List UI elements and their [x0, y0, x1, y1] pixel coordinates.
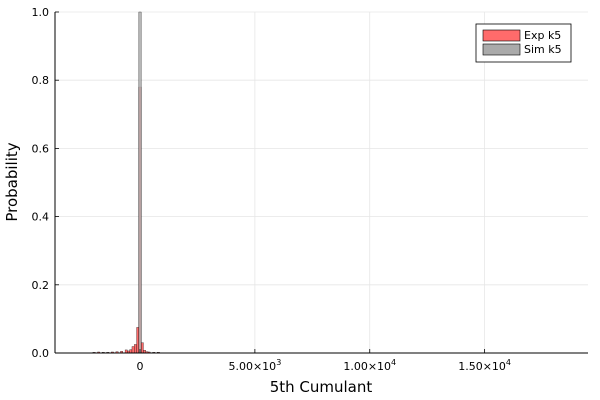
- grid-lines: [55, 11, 588, 354]
- exp-k5-bar: [129, 349, 133, 354]
- y-tick-label: 0.2: [32, 279, 50, 292]
- exp-k5-bar: [134, 344, 137, 354]
- exp-k5-bar: [141, 342, 144, 354]
- x-tick-label: 1.00×104: [343, 358, 396, 373]
- x-tick-label: 5.00×103: [228, 358, 281, 373]
- legend-swatch-exp-k5: [482, 29, 521, 42]
- exp-k5-bar: [131, 346, 135, 354]
- legend: Exp k5 Sim k5: [475, 23, 572, 63]
- y-tick-label: 0.8: [32, 74, 50, 87]
- y-axis-title: Probability: [3, 142, 21, 221]
- y-tick-label: 1.0: [32, 6, 50, 19]
- axes: [54, 12, 588, 354]
- x-tick-labels: 0 5.00×103 1.00×104 1.50×104: [137, 349, 511, 373]
- sim-k5-bars: [138, 11, 142, 354]
- y-tick-labels: 0.0 0.2 0.4 0.6 0.8 1.0: [32, 6, 59, 360]
- legend-label-sim-k5: Sim k5: [524, 43, 562, 56]
- legend-label-exp-k5: Exp k5: [524, 29, 561, 42]
- y-tick-label: 0.6: [32, 142, 50, 155]
- x-tick-label: 1.50×104: [458, 358, 511, 373]
- sim-k5-bar: [138, 11, 142, 354]
- x-tick-label: 0: [137, 360, 144, 373]
- x-axis-title: 5th Cumulant: [270, 378, 373, 396]
- y-tick-label: 0.0: [32, 347, 50, 360]
- legend-swatch-sim-k5: [482, 43, 521, 56]
- exp-k5-bar: [136, 327, 140, 354]
- y-tick-label: 0.4: [32, 211, 50, 224]
- exp-k5-bars: [65, 86, 192, 354]
